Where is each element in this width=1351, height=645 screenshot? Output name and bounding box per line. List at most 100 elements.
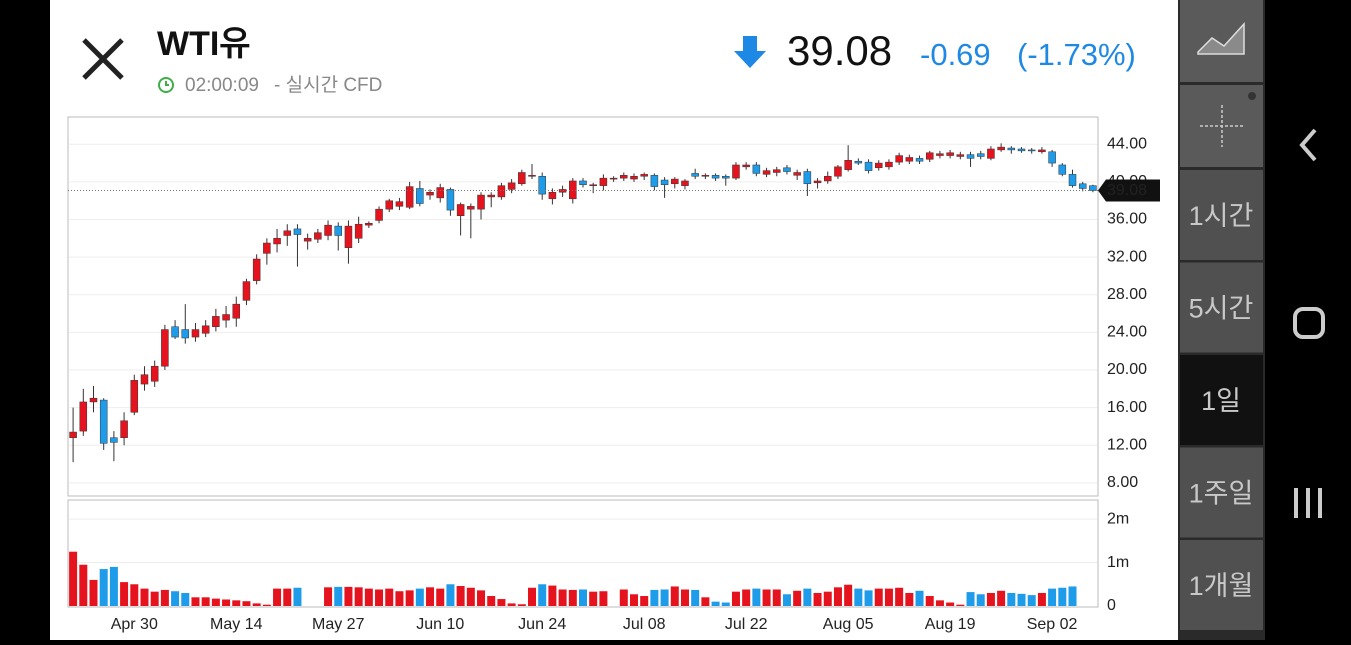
timeframe-button[interactable]: [1180, 170, 1263, 260]
candle-body: [191, 329, 200, 338]
volume-bar: [273, 588, 282, 606]
volume-bar: [232, 600, 241, 606]
candle-body: [375, 208, 383, 221]
candle-body: [660, 179, 669, 185]
volume-bar: [680, 589, 689, 606]
timeframe-label: 1일: [1201, 386, 1241, 416]
volume-bar: [650, 589, 659, 606]
volume-bar: [415, 588, 424, 606]
candle-body: [283, 230, 292, 236]
candle-body: [1078, 183, 1087, 189]
volume-bar: [120, 582, 129, 606]
volume-bar: [242, 601, 251, 606]
candle-body: [966, 154, 975, 159]
candle-body: [569, 180, 577, 200]
candle-body: [150, 365, 159, 382]
candle-body: [885, 161, 893, 168]
volume-bar: [925, 596, 934, 606]
last-price-label: 39.08: [1107, 182, 1147, 199]
price: 39.08: [787, 27, 892, 74]
candle-body: [874, 162, 883, 169]
candle-body: [528, 175, 536, 177]
volume-bar: [69, 551, 78, 606]
chart: 8.00 12.00 16.00 20.00 24.00 28.00 32.00 36.00 4…: [67, 116, 1160, 633]
volume-bar: [497, 599, 506, 606]
candle-body: [793, 172, 801, 176]
volume-bar: [211, 598, 220, 606]
candle-body: [1027, 149, 1036, 152]
candle-body: [416, 188, 424, 204]
timeframe-label: 1시간: [1189, 201, 1254, 231]
timeframe-button[interactable]: [1180, 262, 1263, 353]
volume-bar: [874, 588, 883, 606]
volume-bar: [731, 591, 740, 606]
candle-body: [324, 224, 332, 236]
candle-body: [242, 281, 251, 301]
timeframe-button[interactable]: [1180, 355, 1263, 445]
candle-body: [405, 186, 414, 208]
volume-bar: [660, 589, 669, 606]
candle-body: [773, 169, 781, 173]
candle-body: [365, 223, 373, 226]
y-tick-label: 24.00: [1107, 324, 1147, 341]
volume-bar: [782, 594, 791, 606]
candle-body: [293, 228, 302, 235]
back-button[interactable]: [1299, 128, 1317, 162]
chart-type-button[interactable]: [1180, 0, 1263, 82]
home-button[interactable]: [1293, 307, 1325, 339]
volume-bar: [375, 589, 384, 606]
close-button[interactable]: [82, 38, 124, 80]
sidebar: 1시간 5시간 1일 1주일 1개월: [1178, 0, 1265, 640]
y-tick-label: 32.00: [1107, 248, 1147, 265]
volume-bar: [568, 589, 577, 606]
volume-bar: [589, 591, 598, 606]
volume-bar: [946, 602, 955, 606]
timeframe-button[interactable]: [1180, 447, 1263, 538]
candle-body: [1017, 148, 1026, 152]
candle-body: [997, 146, 1005, 151]
volume-bar: [395, 591, 404, 606]
volume-bar: [997, 590, 1006, 606]
y-tick-label: 12.00: [1107, 436, 1147, 453]
candle-body: [538, 175, 546, 195]
volume-bar: [772, 589, 781, 606]
volume-bar: [884, 588, 893, 606]
timeframe-button[interactable]: [1180, 540, 1263, 630]
candle-body: [201, 325, 210, 334]
x-tick-label: Jul 22: [725, 616, 768, 633]
candle-body: [446, 189, 455, 211]
y-tick-label: 44.00: [1107, 135, 1147, 152]
volume-bar: [976, 594, 985, 606]
candle-body: [222, 314, 230, 321]
volume-bar: [803, 588, 812, 606]
candle-body: [314, 232, 322, 240]
candle-body: [742, 164, 750, 168]
last-price-box: [1098, 179, 1160, 202]
volume-bar: [1058, 587, 1067, 606]
volume-bar: [99, 569, 108, 606]
x-tick-label: Aug 19: [925, 616, 976, 633]
candle-body: [834, 166, 842, 177]
candle-body: [212, 316, 220, 327]
candle-body: [1007, 147, 1016, 151]
volume-bar: [150, 591, 159, 606]
candle-body: [548, 191, 557, 200]
volume-bar: [1068, 586, 1077, 606]
volume-bar: [721, 602, 730, 606]
volume-bar: [833, 587, 842, 606]
volume-bar: [456, 586, 465, 606]
volume-bar: [762, 589, 771, 606]
volume-bar: [915, 590, 924, 606]
volume-bar: [813, 592, 822, 606]
volume-bar: [446, 584, 455, 606]
down-arrow: [734, 36, 766, 68]
candle-body: [813, 180, 822, 184]
volume-bar: [1017, 593, 1026, 606]
candle-body: [783, 167, 791, 172]
y-tick-label: 20.00: [1107, 361, 1147, 378]
candle-body: [895, 155, 903, 163]
recents-button[interactable]: [1294, 488, 1322, 518]
candle-body: [181, 329, 190, 339]
system-nav: [1293, 128, 1325, 518]
